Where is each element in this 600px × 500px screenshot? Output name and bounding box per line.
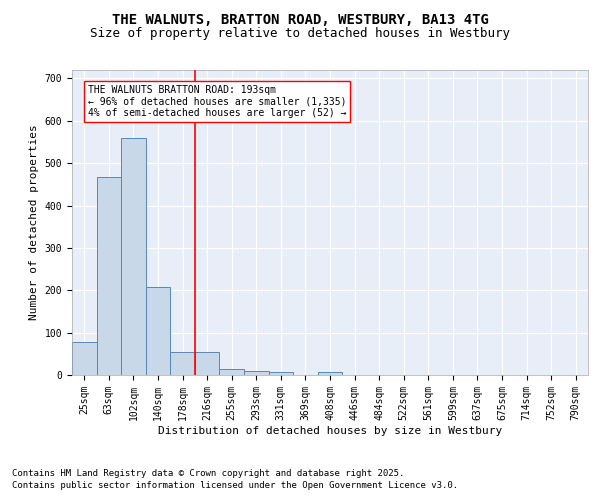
Y-axis label: Number of detached properties: Number of detached properties <box>29 124 39 320</box>
Bar <box>220 368 244 375</box>
Bar <box>97 177 121 375</box>
Bar <box>195 352 220 375</box>
Text: Contains public sector information licensed under the Open Government Licence v3: Contains public sector information licen… <box>12 481 458 490</box>
Bar <box>72 342 97 375</box>
Bar <box>170 352 195 375</box>
Text: THE WALNUTS, BRATTON ROAD, WESTBURY, BA13 4TG: THE WALNUTS, BRATTON ROAD, WESTBURY, BA1… <box>112 12 488 26</box>
Text: Size of property relative to detached houses in Westbury: Size of property relative to detached ho… <box>90 28 510 40</box>
X-axis label: Distribution of detached houses by size in Westbury: Distribution of detached houses by size … <box>158 426 502 436</box>
Bar <box>244 371 269 375</box>
Text: THE WALNUTS BRATTON ROAD: 193sqm
← 96% of detached houses are smaller (1,335)
4%: THE WALNUTS BRATTON ROAD: 193sqm ← 96% o… <box>88 85 346 118</box>
Bar <box>269 372 293 375</box>
Text: Contains HM Land Registry data © Crown copyright and database right 2025.: Contains HM Land Registry data © Crown c… <box>12 468 404 477</box>
Bar <box>318 372 342 375</box>
Bar <box>121 138 146 375</box>
Bar <box>146 287 170 375</box>
